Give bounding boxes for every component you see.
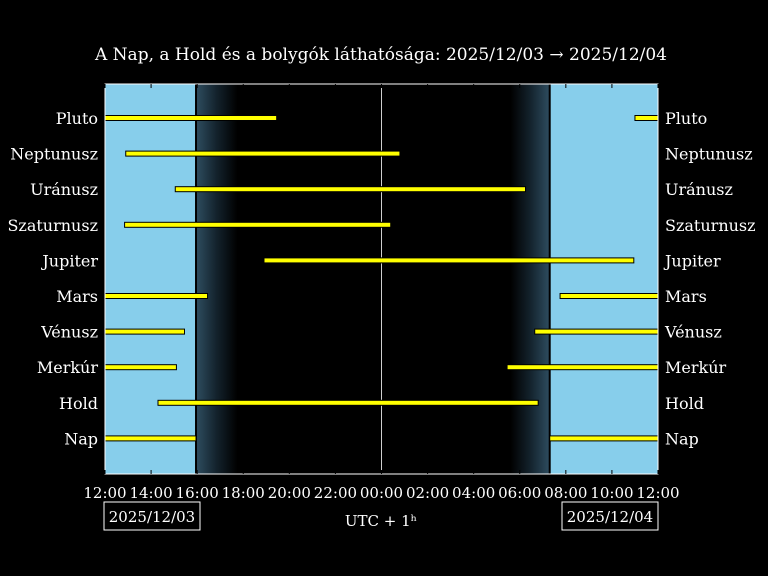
y-label-right: Vénusz xyxy=(664,323,722,342)
date-left-label: 2025/12/03 xyxy=(109,508,195,526)
bar-vénusz-1 xyxy=(104,328,185,335)
y-labels-right: Pluto Neptunusz Uránusz Szaturnusz Jupiter Ma… xyxy=(663,109,756,448)
x-tick-label: 10:00 xyxy=(590,484,633,502)
bar-neptunusz-1 xyxy=(125,150,401,157)
date-right-box xyxy=(561,501,659,531)
bar-merkúr-1 xyxy=(104,364,177,371)
y-label-right: Mars xyxy=(665,287,707,306)
bar-pluto-1 xyxy=(104,115,278,121)
date-left-box xyxy=(103,501,201,531)
x-axis-label: UTC + 1ʰ xyxy=(345,512,417,530)
bar-vénusz-2 xyxy=(534,328,659,335)
bar-pluto-2 xyxy=(634,115,659,121)
x-tick-label: 06:00 xyxy=(498,484,541,502)
y-label-left: Szaturnusz xyxy=(7,216,98,235)
y-label-right: Pluto xyxy=(665,109,707,128)
bar-nap-1 xyxy=(104,435,197,442)
x-tick-label: 02:00 xyxy=(406,484,449,502)
y-label-right: Nap xyxy=(665,429,699,448)
y-labels-left: Pluto Neptunusz Uránusz Szaturnusz Jupiter Ma… xyxy=(7,109,98,448)
x-tick-label: 12:00 xyxy=(83,484,126,502)
x-tick-label: 12:00 xyxy=(636,484,679,502)
plot-frame xyxy=(104,83,659,475)
x-tick-label: 00:00 xyxy=(360,484,403,502)
x-tick-label: 08:00 xyxy=(544,484,587,502)
daylight-area-1 xyxy=(105,84,197,474)
bar-merkúr-2 xyxy=(506,364,659,371)
y-label-right: Jupiter xyxy=(663,251,721,270)
visibility-bars xyxy=(104,115,659,442)
x-tick-label: 14:00 xyxy=(129,484,172,502)
x-tick-labels: 12:00 14:00 16:00 18:00 20:00 22:00 00:00 02:00… xyxy=(83,484,679,502)
y-label-right: Szaturnusz xyxy=(665,216,756,235)
date-right-label: 2025/12/04 xyxy=(567,508,653,526)
bar-uránusz-1 xyxy=(174,186,527,193)
y-label-left: Uránusz xyxy=(30,180,98,199)
morning-twilight xyxy=(510,84,550,474)
chart-title: A Nap, a Hold és a bolygók láthatósága: … xyxy=(94,45,667,65)
bar-mars-1 xyxy=(104,293,209,299)
bar-jupiter-1 xyxy=(263,257,635,264)
y-label-right: Hold xyxy=(665,394,704,413)
x-tick-label: 16:00 xyxy=(176,484,219,502)
plot-background xyxy=(105,84,658,474)
y-label-right: Merkúr xyxy=(665,358,727,377)
y-label-left: Pluto xyxy=(56,109,98,128)
y-label-left: Nap xyxy=(64,429,98,448)
y-label-left: Vénusz xyxy=(40,323,98,342)
x-tick-label: 04:00 xyxy=(452,484,495,502)
bar-hold-1 xyxy=(157,399,539,406)
y-label-left: Merkúr xyxy=(37,358,99,377)
y-label-left: Mars xyxy=(56,287,98,306)
y-label-left: Hold xyxy=(59,394,98,413)
y-label-left: Jupiter xyxy=(40,251,98,270)
bar-szaturnusz-1 xyxy=(124,221,392,228)
x-tick-label: 20:00 xyxy=(268,484,311,502)
daylight-area-2 xyxy=(549,84,658,474)
evening-twilight xyxy=(196,84,238,474)
x-tick-label: 18:00 xyxy=(222,484,265,502)
x-tick-label: 22:00 xyxy=(314,484,357,502)
bar-mars-2 xyxy=(559,293,659,299)
y-label-left: Neptunusz xyxy=(10,145,98,164)
y-label-right: Uránusz xyxy=(665,180,733,199)
y-label-right: Neptunusz xyxy=(665,145,753,164)
bar-nap-2 xyxy=(549,435,659,442)
